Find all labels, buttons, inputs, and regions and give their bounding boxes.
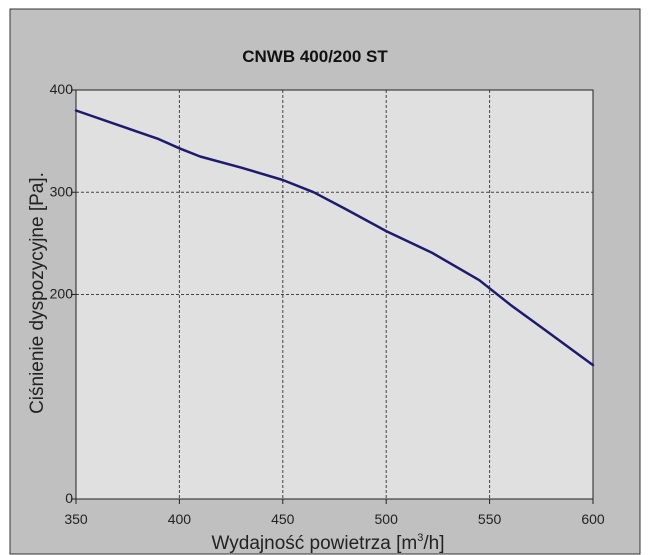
y-tick-label-200: 200 xyxy=(50,286,74,302)
x-tick-label-500: 500 xyxy=(375,511,399,527)
x-tick-label-450: 450 xyxy=(271,511,295,527)
y-tick-label-0: 0 xyxy=(65,490,73,506)
x-tick-label-400: 400 xyxy=(168,511,192,527)
x-tick-label-600: 600 xyxy=(581,511,605,527)
plot-area xyxy=(71,89,595,504)
grid-lines xyxy=(76,90,593,499)
series-line-0 xyxy=(74,109,595,367)
x-tick-label-550: 550 xyxy=(478,511,502,527)
y-tick-labels: 0 200 300 400 xyxy=(50,81,74,506)
x-axis-label-superscript: 3 xyxy=(417,532,423,544)
y-axis-label: Ciśnienie dyspozycyjne [Pa]. xyxy=(27,172,48,414)
x-axis-label: Wydajność powietrza [m3/h] xyxy=(212,532,445,554)
series-line-layer xyxy=(74,109,595,367)
axis-lines xyxy=(71,89,594,504)
x-tick-labels: 350 400 450 500 550 600 xyxy=(64,511,605,527)
y-tick-label-300: 300 xyxy=(50,183,74,199)
y-tick-label-400: 400 xyxy=(50,81,74,97)
chart-title: CNWB 400/200 ST xyxy=(242,47,388,66)
x-tick-label-350: 350 xyxy=(64,511,88,527)
x-axis-label-prefix: Wydajność powietrza [m xyxy=(212,533,418,554)
x-axis-label-suffix: /h] xyxy=(423,533,444,554)
